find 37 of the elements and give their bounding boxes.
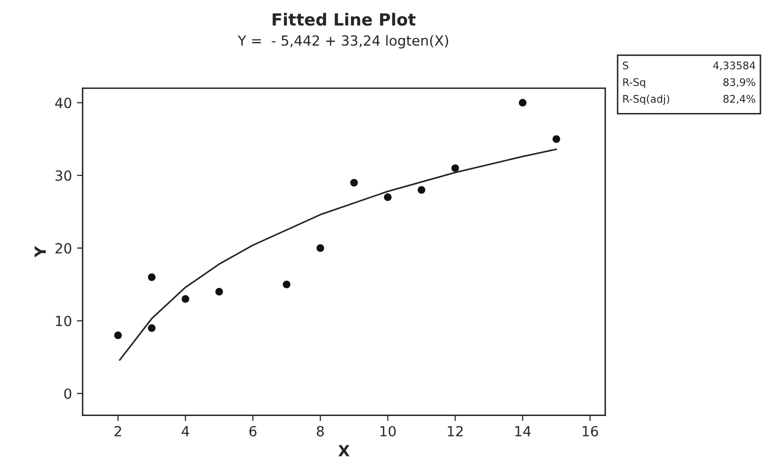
point (316, 244, 324, 252)
text: 4,33584 (713, 61, 756, 70)
x-tick-label: 6 (249, 426, 256, 436)
text: R-Sq (623, 78, 646, 88)
x-tick-label: 14 (515, 426, 531, 436)
point (148, 273, 156, 281)
point (350, 178, 358, 186)
text: R-Sq(adj) (623, 94, 670, 105)
x-axis-title: X (338, 445, 350, 456)
y-tick-label: 20 (56, 243, 72, 254)
chart-subtitle: Y = - 5,442 + 33,24 logten(X) (238, 35, 448, 48)
point (451, 164, 459, 172)
x-tick-label: 4 (182, 426, 190, 436)
point (282, 280, 290, 288)
x-tick-label: 12 (448, 426, 463, 436)
x-tick-label: 8 (316, 426, 324, 436)
point (418, 186, 426, 194)
y-tick-label: 10 (56, 316, 72, 326)
y-tick-label: 0 (64, 388, 72, 399)
y-tick-label: 30 (56, 170, 72, 181)
point (215, 288, 223, 296)
point (148, 324, 156, 332)
text: 83,9% (723, 78, 756, 88)
point (552, 135, 560, 143)
point (114, 332, 122, 340)
text: 82,4% (723, 94, 756, 104)
y-tick-label: 40 (55, 98, 72, 108)
y-axis-title: Y (34, 246, 46, 258)
x-tick-label: 16 (582, 426, 598, 436)
point (518, 98, 526, 106)
x-tick-label: 2 (114, 426, 122, 436)
x-tick-label: 10 (380, 426, 396, 436)
chart-title: Fitted Line Plot (272, 12, 416, 26)
point (384, 193, 392, 202)
line-series (118, 148, 558, 361)
text: S (622, 61, 628, 70)
point (182, 295, 190, 303)
